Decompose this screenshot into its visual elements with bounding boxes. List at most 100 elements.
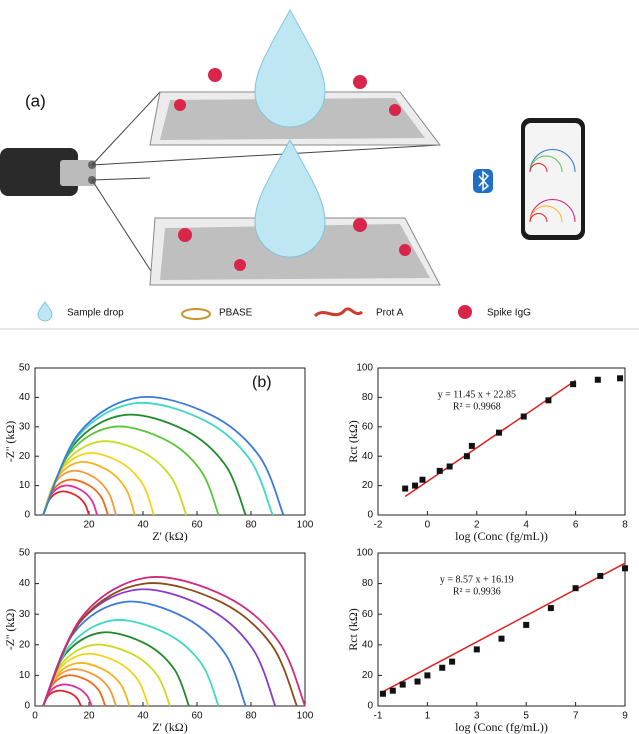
y-tick-label: 0 [24,701,30,712]
data-point [446,463,453,470]
x-tick-label: 60 [191,711,203,722]
connector-line [91,179,161,286]
panel-label: (a) [25,91,46,110]
y-tick-label: 100 [356,363,373,374]
y-tick-label: 100 [356,548,373,559]
nyquist-curve [42,440,188,516]
data-point [414,678,421,685]
y-tick-label: 40 [19,392,31,403]
antibodies [174,68,411,271]
legend-label: Prot A [376,308,404,319]
panel-a-illustration: (a) Sample drop PBASE Prot A Spike IgG [0,0,639,330]
y-axis-title: -Z'' (kΩ) [3,609,17,651]
data-point [399,681,406,688]
y-axis-title: -Z'' (kΩ) [3,421,17,463]
x-tick-label: 40 [137,711,149,722]
data-point [498,635,505,642]
nyquist-curve [42,396,285,516]
x-tick-label: 1 [425,711,431,722]
bluetooth-symbol [478,170,490,192]
legend-icon [458,305,472,319]
data-point [572,585,579,592]
fit-r-squared: R² = 0.9968 [453,401,501,412]
x-tick-label: 7 [573,711,579,722]
x-tick-label: 3 [474,711,480,722]
x-tick-label: 4 [523,520,529,531]
y-tick-label: 60 [362,609,374,620]
y-tick-label: 0 [367,510,373,521]
y-tick-label: 0 [367,701,373,712]
x-axis-title: Z' (kΩ) [152,529,187,543]
y-tick-label: 30 [19,421,31,432]
data-point [545,397,552,404]
data-point [468,442,475,449]
x-tick-label: 40 [137,520,149,531]
x-tick-label: 20 [83,520,95,531]
x-tick-label: 2 [474,520,480,531]
x-tick-label: 100 [297,711,314,722]
legend-icon [313,307,363,318]
sample-drop [254,138,326,258]
plot-frame [34,367,306,516]
data-point [622,565,628,572]
legend-label: Spike IgG [487,308,531,319]
y-tick-label: 40 [362,451,374,462]
data-point [594,376,601,383]
x-axis-title: Z' (kΩ) [152,720,187,734]
x-tick-label: 80 [245,520,257,531]
x-tick-label: 0 [425,520,431,531]
data-point [597,572,604,579]
y-tick-label: 20 [362,480,374,491]
data-point [402,485,409,492]
data-point [424,672,431,679]
panel-label: (b) [252,374,272,391]
x-tick-label: -2 [374,520,383,531]
connector-line [91,177,151,181]
data-point [523,621,530,628]
y-tick-label: 20 [19,639,31,650]
x-tick-label: 5 [523,711,529,722]
nyquist-curve [42,576,306,707]
legend-label: Sample drop [67,308,124,319]
phone-plots [529,149,576,223]
y-tick-label: 50 [19,548,31,559]
data-point [570,381,577,388]
connector-line [91,91,161,166]
sample-drop [254,8,326,128]
nyquist-curve [42,413,247,516]
plot-frame [377,367,626,516]
fit-equation: y = 11.45 x + 22.85 [438,389,516,400]
x-tick-label: 60 [191,520,203,531]
legend-icon [37,301,53,322]
y-tick-label: 60 [362,421,374,432]
data-point [473,646,480,653]
x-tick-label: 0 [32,711,38,722]
nyquist-curve [42,683,93,707]
fit-line [380,562,626,694]
nyquist-curve [42,619,220,707]
reader-connector [60,160,96,186]
plot-frame [377,552,626,707]
legend-label: PBASE [219,308,253,319]
y-axis-title: Rct (kΩ) [346,608,360,651]
x-tick-label: 80 [245,711,257,722]
y-tick-label: 10 [19,480,31,491]
y-tick-label: 20 [362,670,374,681]
data-point [389,687,396,694]
legend-icon [181,308,211,320]
data-point [439,664,446,671]
x-tick-label: 100 [297,520,314,531]
connector-line [91,144,441,166]
data-point [463,453,470,460]
y-tick-label: 20 [19,451,31,462]
data-point [419,476,426,483]
data-point [520,413,527,420]
data-point [547,605,554,612]
y-tick-label: 40 [19,578,31,589]
data-point [496,429,503,436]
data-point [379,690,386,697]
y-tick-label: 80 [362,578,374,589]
y-tick-label: 0 [24,510,30,521]
data-point [617,375,624,382]
